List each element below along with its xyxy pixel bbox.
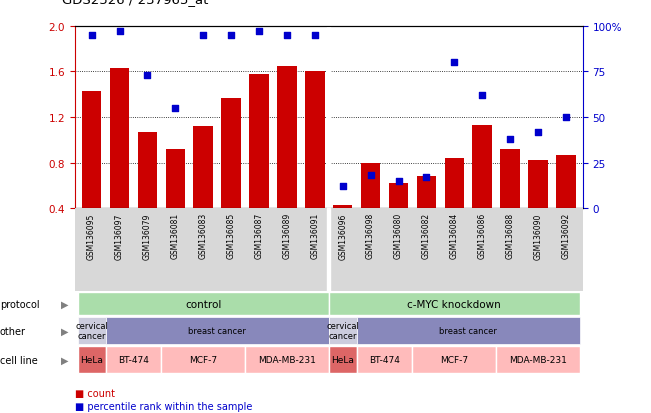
Point [505,136,516,143]
Text: control: control [185,299,221,309]
Text: GSM136086: GSM136086 [478,213,487,259]
Text: GSM136092: GSM136092 [561,213,570,259]
Text: breast cancer: breast cancer [439,326,497,335]
Point [170,105,180,112]
Point [115,29,125,36]
Text: GSM136090: GSM136090 [534,213,542,259]
Text: ▶: ▶ [61,326,68,336]
Point [198,33,208,39]
Text: cervical
cancer: cervical cancer [326,321,359,340]
Bar [473,126,492,209]
Bar [221,98,241,209]
Point [254,29,264,36]
Text: GSM136080: GSM136080 [394,213,403,259]
Bar [77,292,329,316]
Point [393,178,404,185]
Bar [305,72,325,209]
Point [87,33,97,39]
Bar [165,150,185,209]
Text: ▶: ▶ [61,299,68,309]
Bar [82,92,102,209]
Text: GSM136096: GSM136096 [339,213,347,259]
Bar [327,27,330,209]
Point [282,33,292,39]
Text: BT-474: BT-474 [118,355,149,364]
Text: GSM136081: GSM136081 [171,213,180,259]
Text: other: other [0,326,26,336]
Bar [277,66,297,209]
Bar [193,127,213,209]
Point [477,93,488,99]
Bar [556,155,575,209]
Text: GSM136079: GSM136079 [143,213,152,259]
Bar [105,317,329,344]
Text: GSM136098: GSM136098 [366,213,375,259]
Text: ▶: ▶ [61,355,68,365]
Point [310,33,320,39]
Bar [333,205,352,209]
Bar [329,317,357,344]
Text: ■ count: ■ count [75,388,115,398]
Bar [137,133,157,209]
Bar [105,346,161,373]
Text: GSM136082: GSM136082 [422,213,431,259]
Text: GSM136097: GSM136097 [115,213,124,259]
Text: cervical
cancer: cervical cancer [75,321,108,340]
Text: BT-474: BT-474 [369,355,400,364]
Text: GDS2526 / 237965_at: GDS2526 / 237965_at [62,0,208,6]
Text: protocol: protocol [0,299,40,309]
Bar [413,346,496,373]
Point [365,173,376,179]
Text: ■ percentile rank within the sample: ■ percentile rank within the sample [75,401,252,411]
Bar [110,69,130,209]
Bar [528,161,547,209]
Bar [77,346,105,373]
Text: cell line: cell line [0,355,38,365]
Bar [329,292,580,316]
Text: HeLa: HeLa [331,355,354,364]
Bar [249,74,269,209]
Bar [357,317,580,344]
Bar [161,346,245,373]
Bar [501,150,520,209]
Text: MCF-7: MCF-7 [440,355,468,364]
Point [561,114,571,121]
Text: GSM136089: GSM136089 [283,213,292,259]
Text: MDA-MB-231: MDA-MB-231 [509,355,567,364]
Text: GSM136091: GSM136091 [311,213,319,259]
Bar [245,346,329,373]
Text: GSM136084: GSM136084 [450,213,459,259]
Point [449,60,460,66]
Bar [417,177,436,209]
Bar [389,183,408,209]
Bar [361,163,380,209]
Bar [445,159,464,209]
Point [421,174,432,181]
Text: MDA-MB-231: MDA-MB-231 [258,355,316,364]
Bar [77,317,105,344]
Bar [329,346,357,373]
Text: GSM136088: GSM136088 [506,213,514,259]
Point [226,33,236,39]
Text: GSM136085: GSM136085 [227,213,236,259]
Bar [357,346,413,373]
Point [337,183,348,190]
Text: c-MYC knockdown: c-MYC knockdown [408,299,501,309]
Text: GSM136087: GSM136087 [255,213,264,259]
Text: HeLa: HeLa [80,355,103,364]
Point [142,73,152,79]
Point [533,129,543,135]
Bar [496,346,580,373]
Text: GSM136095: GSM136095 [87,213,96,259]
Text: GSM136083: GSM136083 [199,213,208,259]
Text: breast cancer: breast cancer [188,326,246,335]
Text: MCF-7: MCF-7 [189,355,217,364]
Bar [327,209,330,291]
